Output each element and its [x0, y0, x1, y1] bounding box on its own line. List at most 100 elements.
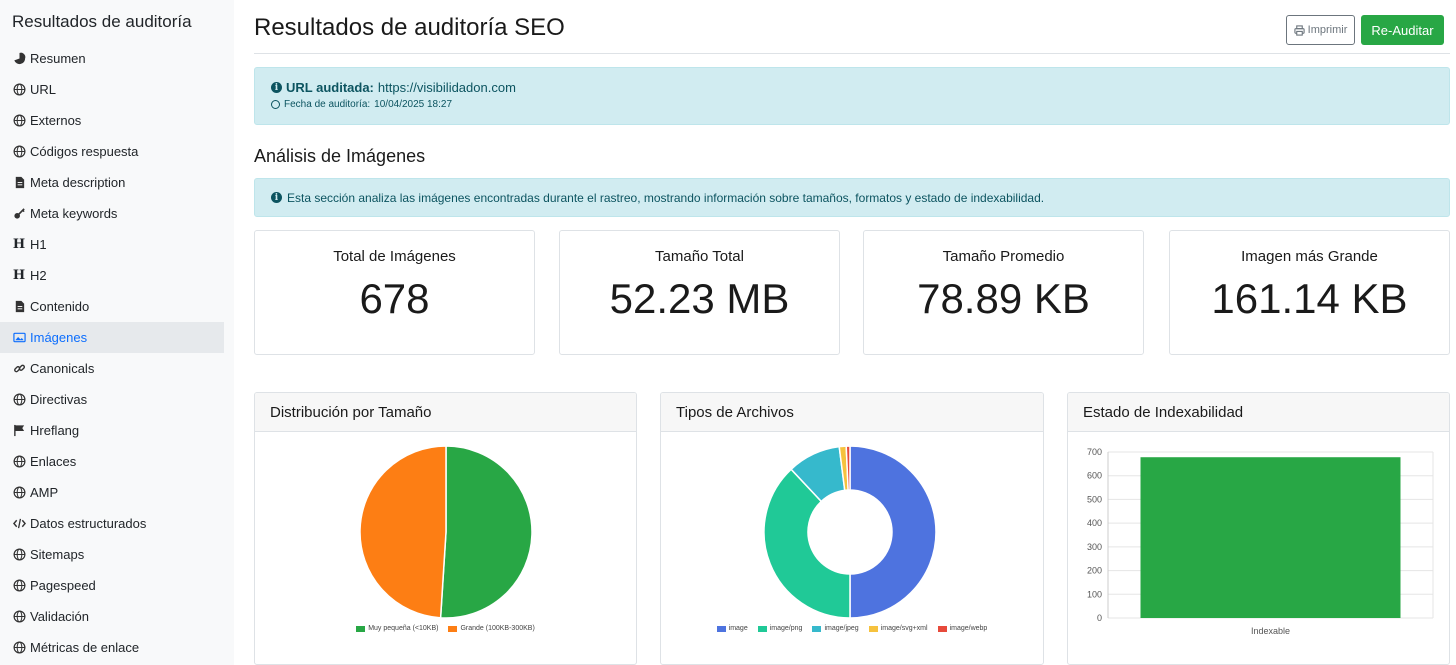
legend-swatch: [757, 625, 767, 632]
stat-label: Tamaño Total: [655, 248, 744, 265]
sidebar-item-pagespeed[interactable]: Pagespeed: [0, 570, 224, 601]
stat-value: 161.14 KB: [1211, 275, 1408, 322]
code-icon: [12, 517, 26, 531]
sidebar-item-label: H2: [30, 268, 47, 283]
bar-indexable[interactable]: [1140, 457, 1401, 618]
legend-label: image/png: [769, 625, 803, 632]
slice-image-webp[interactable]: [845, 445, 851, 491]
legend-item[interactable]: Grande (100KB-300KB): [448, 625, 535, 632]
indexability-bar-chart: 0 100 200 300 400 500 600 700 Indexable: [1087, 447, 1434, 636]
globe-icon: [12, 455, 26, 469]
sidebar-item-meta-keywords[interactable]: Meta keywords: [0, 198, 224, 229]
legend-label: Muy pequeña (<10KB): [368, 625, 439, 632]
heading-icon: H: [12, 237, 26, 252]
sidebar-item-meta-description[interactable]: Meta description: [0, 167, 224, 198]
legend-item[interactable]: Muy pequeña (<10KB): [356, 625, 438, 632]
legend-item[interactable]: image/webp: [937, 625, 988, 632]
slice-muy-peque-a-10kb-[interactable]: [439, 445, 533, 619]
sidebar-item-directivas[interactable]: Directivas: [0, 384, 224, 415]
stat-value: 52.23 MB: [609, 275, 790, 322]
sidebar-nav: Resumen URL Externos Códigos respuesta Meta …: [0, 43, 224, 663]
sidebar-item-url[interactable]: URL: [0, 74, 224, 105]
legend-item[interactable]: image/svg+xml: [868, 625, 928, 632]
legend-swatch: [937, 625, 947, 632]
section-info-text: Esta sección analiza las imágenes encont…: [287, 190, 1045, 205]
sidebar-item-hreflang[interactable]: Hreflang: [0, 415, 224, 446]
legend-item[interactable]: image/jpeg: [812, 625, 859, 632]
sidebar-item-label: Datos estructurados: [30, 516, 147, 531]
clock-icon: [271, 100, 280, 109]
sidebar-item-métricas-de-enlace[interactable]: Métricas de enlace: [0, 632, 224, 663]
audit-info-alert: i URL auditada: https://visibilidadon.co…: [254, 67, 1450, 125]
sidebar-item-imágenes[interactable]: Imágenes: [0, 322, 224, 353]
y-tick-label: 700: [1087, 447, 1102, 457]
printer-icon: [1294, 24, 1305, 36]
card-title: Tipos de Archivos: [661, 393, 1043, 432]
legend-item[interactable]: image: [716, 625, 748, 632]
globe-icon: [12, 145, 26, 159]
legend-label: image/svg+xml: [880, 625, 928, 632]
sidebar-item-contenido[interactable]: Contenido: [0, 291, 224, 322]
globe-icon: [12, 610, 26, 624]
images-icon: [12, 331, 26, 345]
file-types-card: Tipos de Archivos image image/png image/jp…: [660, 392, 1044, 665]
legend-swatch: [868, 625, 878, 632]
legend-swatch: [448, 625, 458, 632]
audit-date: 10/04/2025 18:27: [374, 99, 453, 110]
info-icon: i: [271, 82, 282, 93]
sidebar-item-externos[interactable]: Externos: [0, 105, 224, 136]
indexability-card: Estado de Indexabilidad 0 100 200 300 400 500…: [1067, 392, 1450, 665]
sidebar-item-label: Contenido: [30, 299, 90, 314]
slice-image-png[interactable]: [763, 468, 851, 619]
sidebar-item-sitemaps[interactable]: Sitemaps: [0, 539, 224, 570]
slice-grande-100kb-300kb-[interactable]: [359, 445, 447, 619]
stat-card-average: Tamaño Promedio 78.89 KB: [863, 230, 1144, 355]
section-info-alert: i Esta sección analiza las imágenes enco…: [254, 178, 1450, 217]
size-legend: Muy pequeña (<10KB) Grande (100KB-300KB): [255, 625, 636, 632]
stat-card-largest: Imagen más Grande 161.14 KB: [1169, 230, 1450, 355]
link-icon: [12, 362, 26, 376]
types-legend: image image/png image/jpeg image/svg+xml ima…: [661, 625, 1043, 632]
legend-item[interactable]: image/png: [757, 625, 803, 632]
sidebar-item-label: Enlaces: [30, 454, 77, 469]
sidebar-item-amp[interactable]: AMP: [0, 477, 224, 508]
stat-value: 78.89 KB: [917, 275, 1090, 322]
flag-icon: [12, 424, 26, 438]
y-tick-label: 100: [1087, 589, 1102, 599]
globe-icon: [12, 641, 26, 655]
sidebar-item-enlaces[interactable]: Enlaces: [0, 446, 224, 477]
print-button[interactable]: Imprimir: [1286, 15, 1355, 45]
page-title: Resultados de auditoría SEO: [254, 14, 565, 41]
y-tick-label: 200: [1087, 566, 1102, 576]
legend-label: image/webp: [949, 625, 988, 632]
slice-image[interactable]: [849, 445, 937, 619]
sidebar-item-datos-estructurados[interactable]: Datos estructurados: [0, 508, 224, 539]
sidebar-item-códigos-respuesta[interactable]: Códigos respuesta: [0, 136, 224, 167]
sidebar-item-label: Pagespeed: [30, 578, 96, 593]
card-title: Estado de Indexabilidad: [1068, 393, 1449, 432]
stat-label: Total de Imágenes: [333, 248, 456, 265]
sidebar-item-canonicals[interactable]: Canonicals: [0, 353, 224, 384]
sidebar-item-validación[interactable]: Validación: [0, 601, 224, 632]
stat-card-size: Tamaño Total 52.23 MB: [559, 230, 840, 355]
sidebar-item-h1[interactable]: H H1: [0, 229, 224, 260]
pie-chart-icon: [12, 52, 26, 66]
sidebar-item-resumen[interactable]: Resumen: [0, 43, 224, 74]
audited-url: https://visibilidadon.com: [377, 80, 516, 95]
legend-swatch: [812, 625, 822, 632]
legend-label: Grande (100KB-300KB): [460, 625, 535, 632]
sidebar-item-label: Meta description: [30, 175, 126, 190]
size-pie-chart: [359, 445, 533, 619]
y-tick-label: 0: [1097, 613, 1102, 623]
stat-label: Imagen más Grande: [1241, 248, 1378, 265]
legend-label: image/jpeg: [824, 625, 859, 632]
url-label: URL auditada:: [286, 80, 374, 95]
heading-icon: H: [12, 268, 26, 283]
sidebar-item-label: Resumen: [30, 51, 86, 66]
size-distribution-card: Distribución por Tamaño Muy pequeña (<10…: [254, 392, 637, 665]
y-tick-label: 300: [1087, 542, 1102, 552]
globe-icon: [12, 83, 26, 97]
reaudit-button[interactable]: Re-Auditar: [1361, 15, 1444, 45]
sidebar-item-h2[interactable]: H H2: [0, 260, 224, 291]
globe-icon: [12, 393, 26, 407]
